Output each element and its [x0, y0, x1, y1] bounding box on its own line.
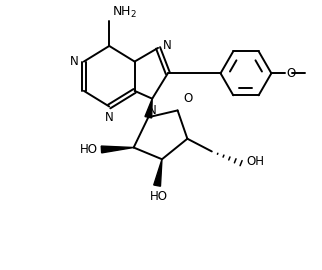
Text: N: N — [105, 112, 114, 124]
Polygon shape — [101, 146, 134, 153]
Polygon shape — [145, 99, 152, 118]
Text: O: O — [184, 92, 193, 104]
Text: HO: HO — [80, 143, 98, 156]
Text: N: N — [70, 55, 79, 68]
Text: N: N — [163, 39, 172, 52]
Text: N: N — [148, 104, 156, 117]
Polygon shape — [154, 159, 162, 186]
Text: HO: HO — [150, 190, 168, 202]
Text: O: O — [286, 67, 295, 80]
Text: NH$_2$: NH$_2$ — [112, 5, 137, 20]
Text: OH: OH — [246, 155, 264, 168]
